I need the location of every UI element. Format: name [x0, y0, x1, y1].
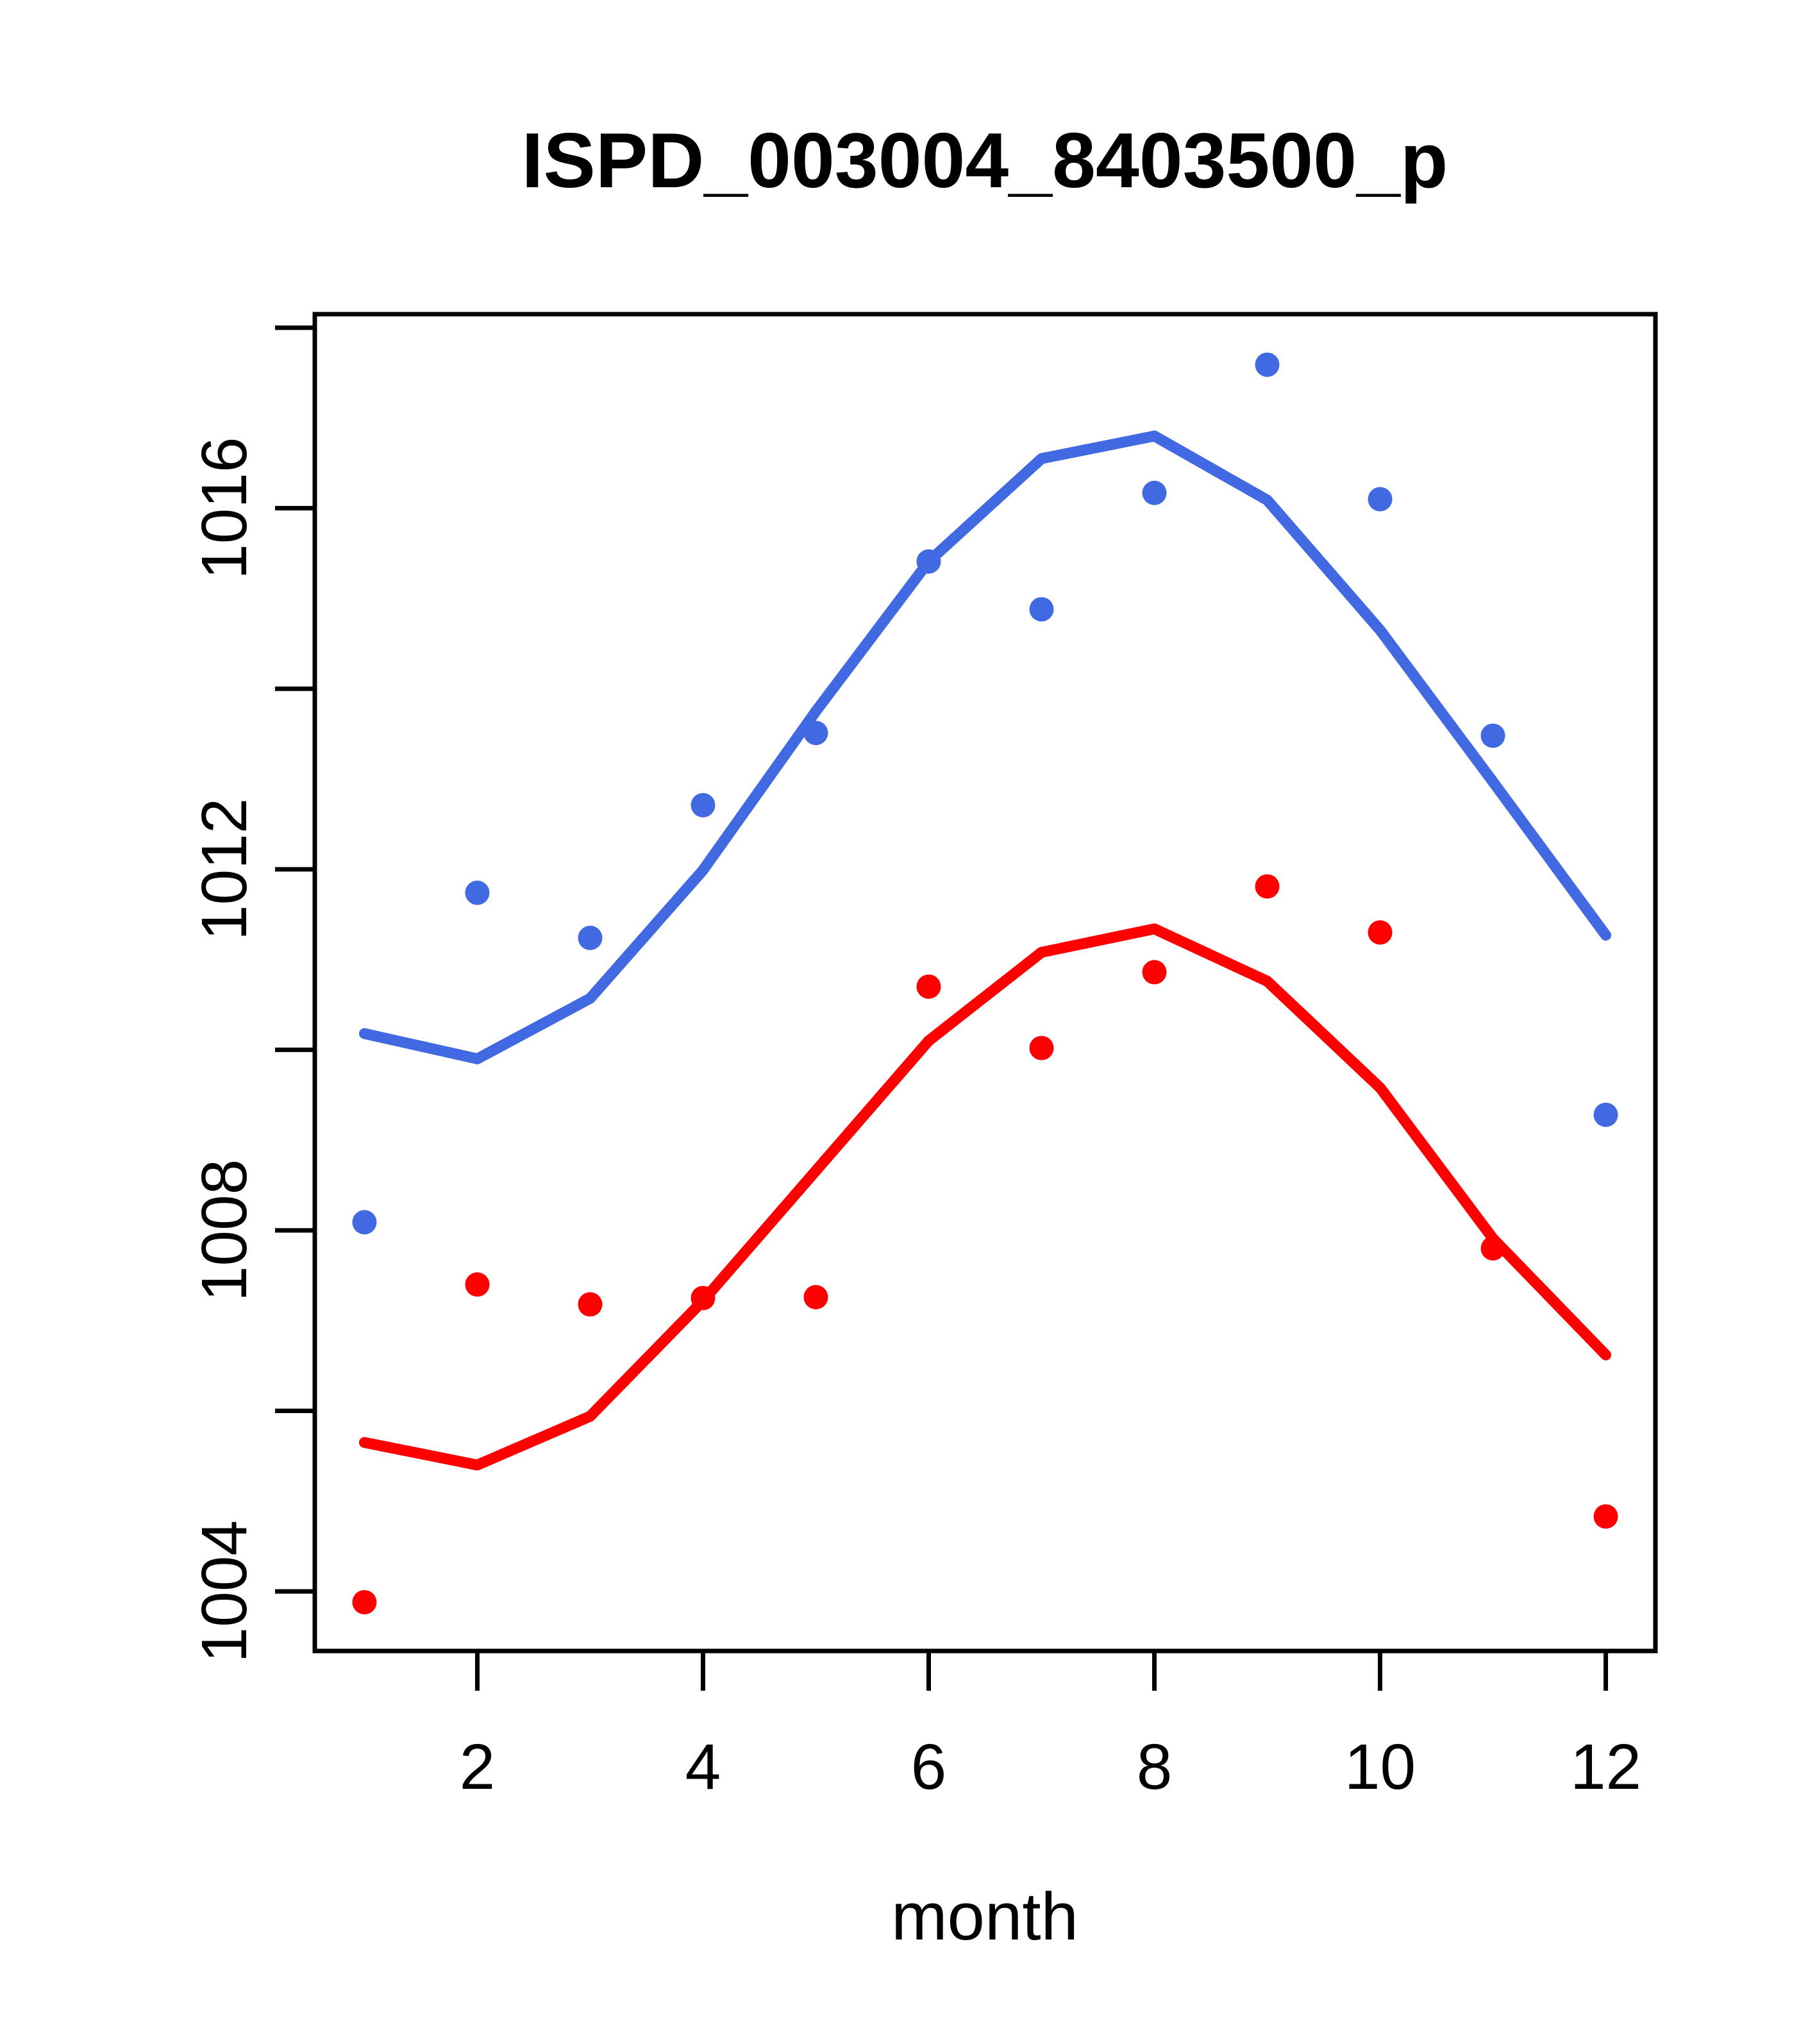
blue-points-m12 [1593, 1102, 1618, 1127]
y-tick-label: 1004 [188, 1520, 260, 1663]
blue-points-m4 [691, 792, 716, 817]
series-layer [352, 352, 1618, 1614]
red-points-m2 [465, 1272, 490, 1297]
y-tick-label: 1012 [188, 798, 260, 941]
blue-points-m11 [1480, 723, 1505, 748]
red-points-m5 [803, 1285, 828, 1310]
red-points-m7 [1029, 1035, 1054, 1060]
blue-smooth-line [358, 430, 1612, 1064]
blue-points-m2 [465, 880, 490, 905]
x-tick-label: 12 [1570, 1731, 1641, 1803]
red-smooth-line [358, 923, 1612, 1471]
x-axis-title: month [891, 1879, 1078, 1954]
blue-points-m1 [352, 1210, 377, 1235]
red-points-m10 [1368, 920, 1393, 945]
red-points-m9 [1255, 874, 1280, 899]
blue-points-m8 [1142, 480, 1167, 505]
blue-points-m3 [578, 925, 603, 950]
x-tick-label: 2 [460, 1731, 496, 1803]
red-points-m3 [578, 1292, 603, 1317]
red-points-m1 [352, 1589, 377, 1614]
x-tick-label: 10 [1344, 1731, 1416, 1803]
red-points-m12 [1593, 1504, 1618, 1529]
blue-points-m9 [1255, 352, 1280, 377]
chart-title: ISPD_003004_8403500_p [522, 117, 1448, 204]
x-tick-label: 6 [911, 1731, 947, 1803]
y-tick-label: 1008 [188, 1159, 260, 1302]
plot-box [312, 312, 1658, 1654]
x-tick-label: 4 [685, 1731, 721, 1803]
y-tick-label: 1016 [188, 437, 260, 579]
blue-points-m10 [1368, 487, 1393, 512]
red-points-m6 [916, 974, 941, 999]
red-points-m8 [1142, 960, 1167, 985]
blue-points-m7 [1029, 597, 1054, 622]
x-tick-label: 8 [1137, 1731, 1173, 1803]
